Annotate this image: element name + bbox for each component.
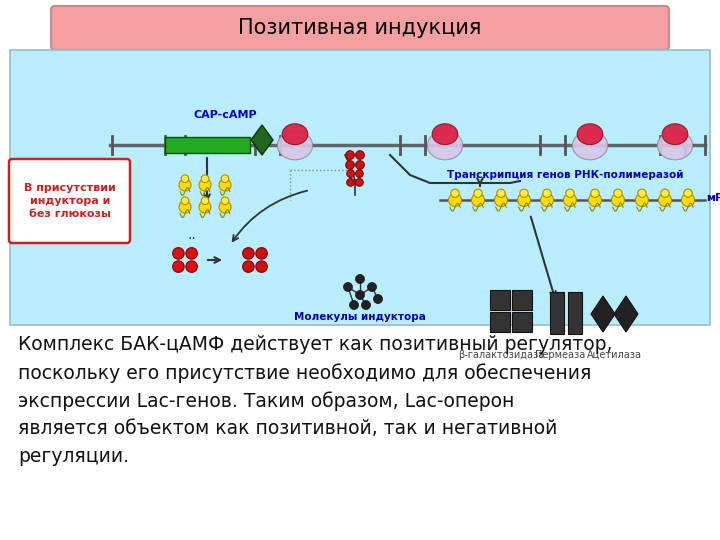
Circle shape [566, 189, 574, 198]
Circle shape [356, 179, 363, 186]
Text: регуляции.: регуляции. [18, 447, 129, 466]
Circle shape [374, 294, 382, 303]
Text: Ацетилаза: Ацетилаза [587, 350, 642, 360]
Circle shape [221, 197, 229, 205]
Circle shape [256, 261, 267, 272]
Circle shape [219, 179, 231, 191]
Circle shape [451, 189, 459, 198]
Circle shape [356, 170, 363, 178]
Text: Позитивная индукция: Позитивная индукция [238, 18, 482, 38]
Bar [490, 312, 510, 332]
Circle shape [199, 201, 211, 213]
Text: Пермеаза: Пермеаза [535, 350, 585, 360]
Circle shape [186, 248, 197, 259]
Bar [550, 292, 564, 334]
Circle shape [614, 189, 622, 198]
Circle shape [221, 175, 229, 183]
Circle shape [346, 151, 354, 159]
Circle shape [520, 189, 528, 198]
Circle shape [179, 179, 191, 191]
Circle shape [638, 189, 646, 198]
Circle shape [219, 201, 231, 213]
Circle shape [343, 282, 353, 292]
Bar [10, 50, 710, 325]
Text: мРНК: мРНК [706, 193, 720, 203]
Circle shape [564, 193, 577, 206]
Circle shape [179, 201, 191, 213]
Circle shape [181, 175, 189, 183]
Text: CAP-cАМР: CAP-cАМР [193, 110, 257, 120]
Circle shape [256, 248, 267, 259]
Bar [512, 312, 532, 332]
Circle shape [199, 179, 211, 191]
Circle shape [181, 197, 189, 205]
Text: Комплекс БАК-цАМФ действует как позитивный регулятор,: Комплекс БАК-цАМФ действует как позитивн… [18, 335, 613, 354]
Circle shape [347, 179, 354, 186]
Polygon shape [251, 125, 273, 155]
Polygon shape [614, 296, 638, 332]
Circle shape [356, 151, 364, 159]
Circle shape [356, 160, 364, 169]
Circle shape [636, 193, 649, 206]
Circle shape [243, 248, 254, 259]
Bar [490, 290, 510, 310]
Text: Молекулы индуктора: Молекулы индуктора [294, 312, 426, 322]
FancyBboxPatch shape [51, 6, 669, 50]
Circle shape [449, 193, 462, 206]
FancyBboxPatch shape [9, 159, 130, 243]
Bar [165, 137, 250, 153]
Circle shape [367, 282, 377, 292]
Circle shape [472, 193, 485, 206]
Text: является объектом как позитивной, так и негативной: является объектом как позитивной, так и … [18, 419, 557, 438]
Circle shape [474, 189, 482, 198]
Circle shape [684, 189, 692, 198]
Text: В присутствии
индуктора и
без глюкозы: В присутствии индуктора и без глюкозы [24, 183, 116, 219]
Ellipse shape [277, 131, 312, 160]
Circle shape [659, 193, 672, 206]
Text: ..: .. [188, 228, 197, 242]
Circle shape [349, 300, 359, 309]
Circle shape [497, 189, 505, 198]
Text: поскольку его присутствие необходимо для обеспечения: поскольку его присутствие необходимо для… [18, 363, 591, 383]
Circle shape [201, 175, 209, 183]
Circle shape [591, 189, 599, 198]
Circle shape [361, 300, 371, 309]
Circle shape [347, 170, 354, 178]
Circle shape [661, 189, 669, 198]
Circle shape [543, 189, 552, 198]
Ellipse shape [432, 124, 458, 145]
Bar [512, 290, 532, 310]
Ellipse shape [428, 131, 463, 160]
Circle shape [611, 193, 624, 206]
Circle shape [356, 274, 364, 284]
Ellipse shape [282, 124, 308, 145]
Circle shape [173, 261, 184, 272]
Text: Транскрипция генов РНК-полимеразой: Транскрипция генов РНК-полимеразой [446, 170, 683, 180]
Circle shape [682, 193, 695, 206]
Ellipse shape [657, 131, 693, 160]
Circle shape [243, 261, 254, 272]
Text: β-галактозидаза: β-галактозидаза [458, 350, 544, 360]
Circle shape [588, 193, 601, 206]
Text: экспрессии Lac-генов. Таким образом, Lac-оперон: экспрессии Lac-генов. Таким образом, Lac… [18, 391, 514, 411]
Ellipse shape [572, 131, 608, 160]
Bar [568, 292, 582, 334]
Circle shape [186, 261, 197, 272]
Circle shape [518, 193, 531, 206]
Polygon shape [591, 296, 615, 332]
Circle shape [541, 193, 554, 206]
Circle shape [173, 248, 184, 259]
Circle shape [346, 160, 354, 169]
Circle shape [495, 193, 508, 206]
Circle shape [201, 197, 209, 205]
Ellipse shape [662, 124, 688, 145]
Circle shape [356, 291, 364, 300]
Ellipse shape [577, 124, 603, 145]
